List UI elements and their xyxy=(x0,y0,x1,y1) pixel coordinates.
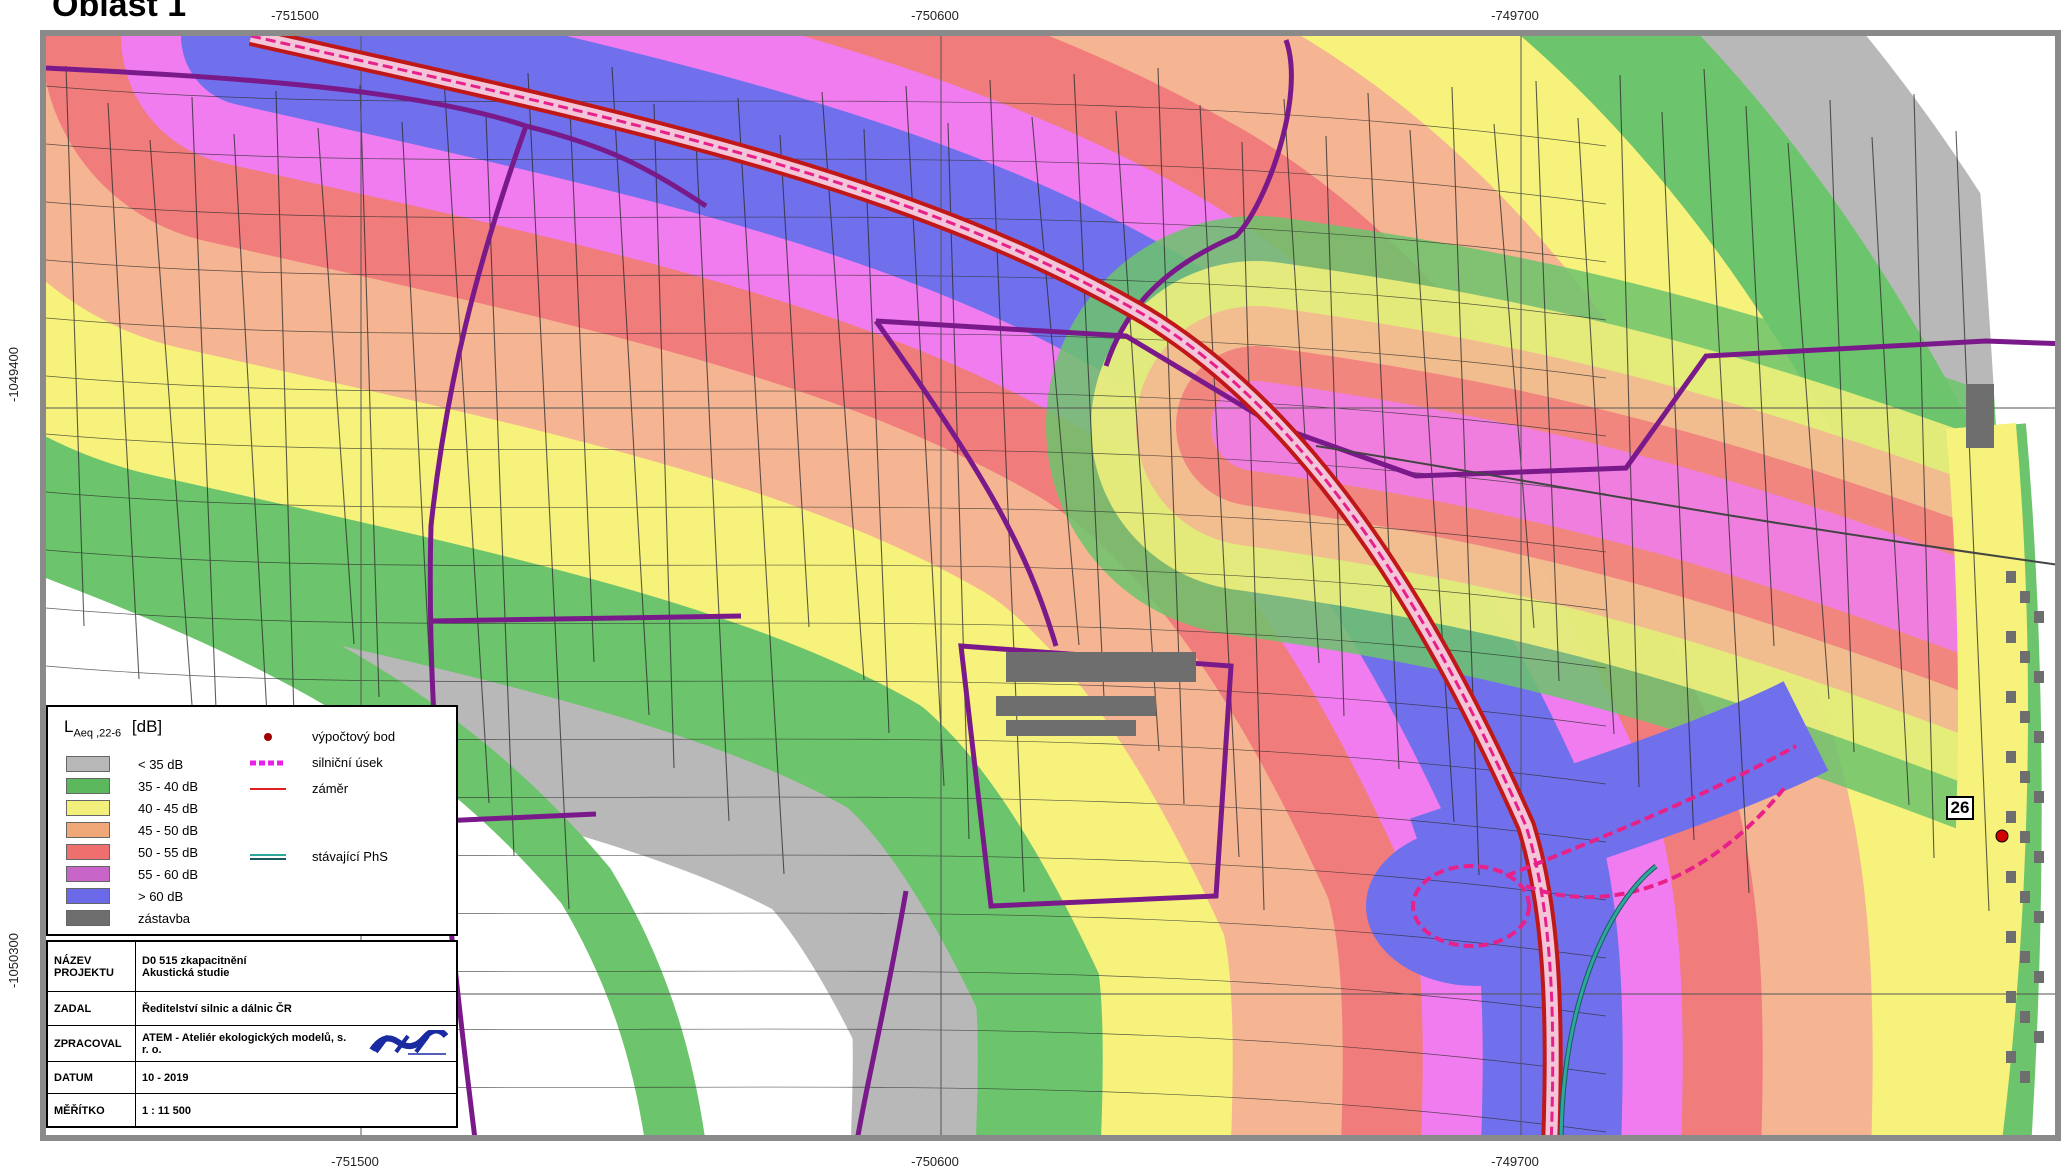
village-house xyxy=(2034,671,2044,683)
intent-line-icon xyxy=(248,782,288,796)
legend-swatch xyxy=(66,888,110,904)
legend-swatch xyxy=(66,800,110,816)
coord-y-1: -1049400 xyxy=(6,347,21,402)
village-house xyxy=(2020,591,2030,603)
tb-date: DATUM 10 - 2019 xyxy=(48,1062,456,1094)
legend-calc-point: výpočtový bod xyxy=(248,729,395,744)
village-house xyxy=(2020,1011,2030,1023)
legend-swatch xyxy=(66,910,110,926)
legend-title: LAeq ,22-6 [dB] xyxy=(64,717,162,739)
village-house xyxy=(2034,851,2044,863)
village-house xyxy=(2006,931,2016,943)
legend-label: 55 - 60 dB xyxy=(138,867,198,882)
village-house xyxy=(2020,1071,2030,1083)
legend-label: 35 - 40 dB xyxy=(138,779,198,794)
village-house xyxy=(2034,1031,2044,1043)
legend-swatch xyxy=(66,866,110,882)
tb-project: NÁZEV PROJEKTU D0 515 zkapacitnění Akust… xyxy=(48,942,456,992)
village-house xyxy=(2034,971,2044,983)
legend-road-section: silniční úsek xyxy=(248,755,383,770)
legend: LAeq ,22-6 [dB] < 35 dB 35 - 40 dB 40 - 45… xyxy=(46,705,458,936)
coord-x-2: -750600 xyxy=(911,8,959,23)
coord-x-2-bottom: -750600 xyxy=(911,1154,959,1169)
legend-swatch xyxy=(66,822,110,838)
village-house xyxy=(2006,811,2016,823)
coord-x-3-bottom: -749700 xyxy=(1491,1154,1539,1169)
tb-scale: MĚŘÍTKO 1 : 11 500 xyxy=(48,1094,456,1128)
coord-x-1: -751500 xyxy=(271,8,319,23)
legend-intent: záměr xyxy=(248,781,348,796)
village-house xyxy=(2034,731,2044,743)
legend-label: 50 - 55 dB xyxy=(138,845,198,860)
coord-x-3: -749700 xyxy=(1491,8,1539,23)
village-house xyxy=(2020,951,2030,963)
coord-x-1-bottom: -751500 xyxy=(331,1154,379,1169)
village-house xyxy=(2020,891,2030,903)
village-house xyxy=(2034,791,2044,803)
legend-class-5: 55 - 60 dB xyxy=(66,865,198,883)
village-house xyxy=(2006,871,2016,883)
village-house xyxy=(2020,711,2030,723)
village-house xyxy=(2034,611,2044,623)
village-house xyxy=(2020,831,2030,843)
village-house xyxy=(2006,751,2016,763)
legend-swatch xyxy=(66,844,110,860)
village-house xyxy=(2006,1051,2016,1063)
legend-label: zástavba xyxy=(138,911,190,926)
map-title: Oblast 1 xyxy=(52,0,186,25)
legend-class-7: zástavba xyxy=(66,909,190,927)
building xyxy=(1006,652,1196,682)
legend-label: 45 - 50 dB xyxy=(138,823,198,838)
village-house xyxy=(2006,691,2016,703)
legend-class-0: < 35 dB xyxy=(66,755,183,773)
village-house xyxy=(2006,631,2016,643)
calc-point-26-label[interactable]: 26 xyxy=(1946,796,1974,820)
building xyxy=(1006,720,1136,736)
legend-class-6: > 60 dB xyxy=(66,887,183,905)
village-house xyxy=(2020,651,2030,663)
legend-existing-barrier: stávající PhS xyxy=(248,849,388,864)
legend-class-4: 50 - 55 dB xyxy=(66,843,198,861)
building xyxy=(996,696,1156,716)
village-house xyxy=(2034,911,2044,923)
legend-label: > 60 dB xyxy=(138,889,183,904)
calc-point-26-marker xyxy=(1996,830,2008,842)
legend-label: 40 - 45 dB xyxy=(138,801,198,816)
calc-point-icon xyxy=(248,730,288,744)
barrier-icon xyxy=(248,850,288,864)
coord-y-2: -1050300 xyxy=(6,933,21,988)
village-house xyxy=(2020,771,2030,783)
legend-label: < 35 dB xyxy=(138,757,183,772)
legend-class-1: 35 - 40 dB xyxy=(66,777,198,795)
title-block: NÁZEV PROJEKTU D0 515 zkapacitnění Akust… xyxy=(46,940,458,1128)
atem-logo xyxy=(368,1030,448,1056)
legend-class-3: 45 - 50 dB xyxy=(66,821,198,839)
legend-class-2: 40 - 45 dB xyxy=(66,799,198,817)
legend-swatch xyxy=(66,756,110,772)
legend-swatch xyxy=(66,778,110,794)
tb-author: ZPRACOVAL ATEM - Ateliér ekologických mo… xyxy=(48,1026,456,1062)
village-house xyxy=(2006,571,2016,583)
east-yellow-band xyxy=(1966,426,1993,1141)
road-section-icon xyxy=(248,756,288,770)
building xyxy=(1966,384,1994,448)
tb-client: ZADAL Ředitelství silnic a dálnic ČR xyxy=(48,992,456,1026)
village-house xyxy=(2006,991,2016,1003)
